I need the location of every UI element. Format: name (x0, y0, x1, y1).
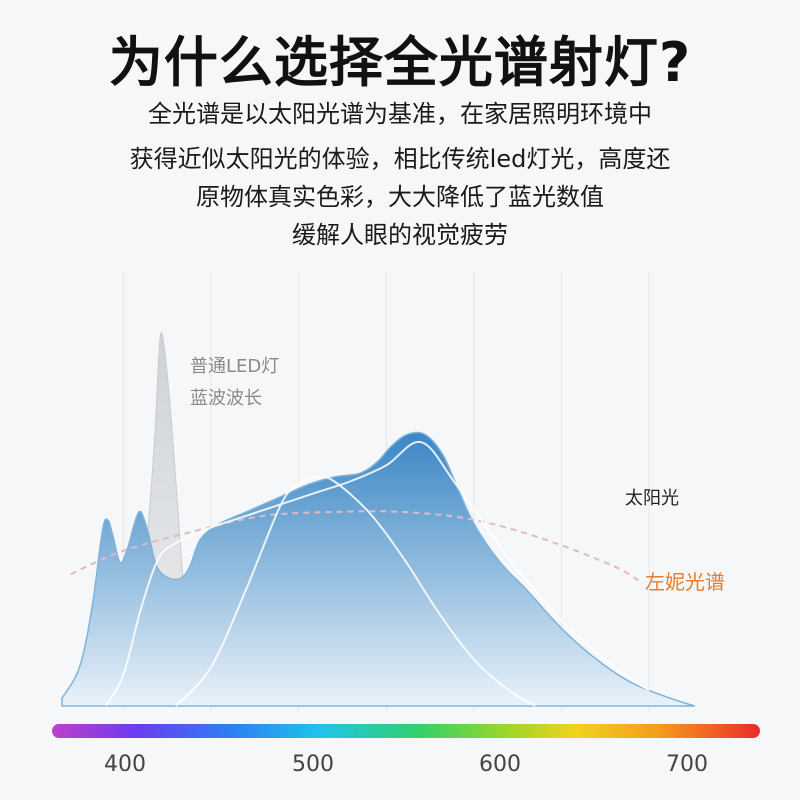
x-tick-400: 400 (104, 752, 146, 777)
x-tick-600: 600 (479, 752, 521, 777)
description-line-3: 原物体真实色彩，大大降低了蓝光数值 (196, 183, 604, 211)
x-tick-500: 500 (292, 752, 334, 777)
sunlight-label: 太阳光 (625, 488, 679, 509)
full-spectrum-label: 左妮光谱 (645, 570, 725, 594)
description-line-2: 获得近似太阳光的体验，相比传统led灯光，高度还 (129, 145, 671, 173)
page-title: 为什么选择全光谱射灯? (108, 31, 692, 94)
spectrum-color-bar (52, 724, 760, 738)
sunlight-curve (70, 510, 641, 583)
description-line-1: 全光谱是以太阳光谱为基准，在家居照明环境中 (148, 100, 652, 128)
full-spectrum-area (61, 431, 695, 707)
inner-curve-3 (104, 440, 650, 707)
led-label-line-2: 蓝波波长 (190, 388, 262, 409)
inner-curve-4 (175, 475, 536, 707)
x-tick-700: 700 (666, 752, 708, 777)
led-label-line-1: 普通LED灯 (190, 356, 280, 377)
description-line-4: 缓解人眼的视觉疲劳 (292, 221, 508, 249)
